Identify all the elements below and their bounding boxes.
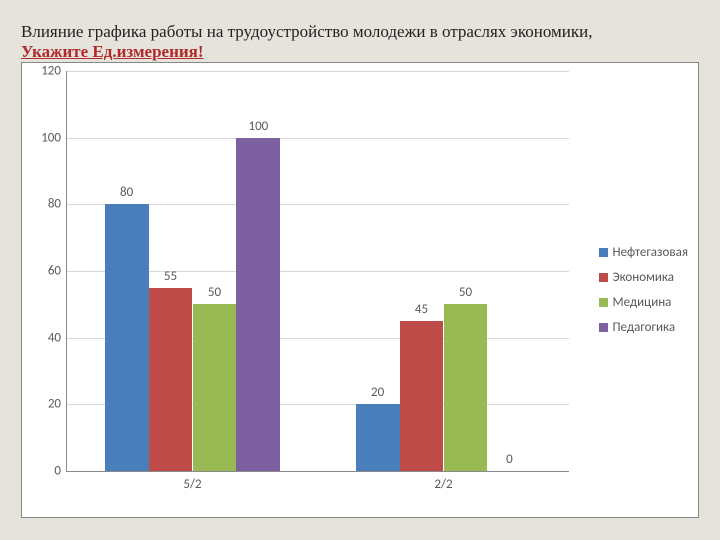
y-tick-label: 60 (48, 264, 61, 279)
legend-item: Нефтегазовая (599, 245, 688, 260)
slide: Влияние графика работы на трудоустройств… (0, 0, 720, 540)
legend-label: Медицина (612, 295, 671, 310)
title-line-2: Укажите Ед.измерения! (21, 42, 204, 61)
bar: 50 (444, 304, 488, 471)
bar: 55 (149, 288, 193, 471)
bar: 50 (193, 304, 237, 471)
bar-value-label: 55 (164, 269, 177, 284)
plot-area: 0204060801001205/28055501002/22045500 (66, 71, 569, 472)
legend-item: Педагогика (599, 320, 688, 335)
y-tick-label: 80 (48, 197, 61, 212)
legend-swatch (599, 248, 608, 257)
y-tick-label: 40 (48, 330, 61, 345)
bar: 80 (105, 204, 149, 471)
bar: 100 (236, 138, 280, 471)
bar-value-label: 50 (208, 285, 221, 300)
bar-value-label: 45 (415, 302, 428, 317)
bar-value-label: 50 (459, 285, 472, 300)
bar-value-label: 20 (371, 385, 384, 400)
legend-swatch (599, 273, 608, 282)
bar-value-label: 100 (248, 119, 268, 134)
legend-item: Экономика (599, 270, 688, 285)
y-tick-label: 100 (41, 130, 61, 145)
legend-swatch (599, 298, 608, 307)
bar: 20 (356, 404, 400, 471)
bar: 45 (400, 321, 444, 471)
gridline (67, 71, 569, 72)
legend-label: Педагогика (612, 320, 675, 335)
x-tick-label: 5/2 (183, 477, 201, 492)
y-tick-label: 120 (41, 64, 61, 79)
legend: Нефтегазовая Экономика Медицина Педагогика (599, 235, 688, 345)
legend-label: Экономика (612, 270, 674, 285)
chart-frame: 0204060801001205/28055501002/22045500 Не… (21, 62, 699, 518)
gridline (67, 138, 569, 139)
legend-item: Медицина (599, 295, 688, 310)
title-line-1: Влияние графика работы на трудоустройств… (21, 22, 592, 41)
y-tick-label: 0 (54, 464, 61, 479)
bar-value-label: 0 (506, 452, 513, 467)
legend-label: Нефтегазовая (612, 245, 688, 260)
chart-title: Влияние графика работы на трудоустройств… (21, 22, 691, 63)
legend-swatch (599, 323, 608, 332)
y-tick-label: 20 (48, 397, 61, 412)
x-tick-label: 2/2 (434, 477, 452, 492)
bar-value-label: 80 (120, 185, 133, 200)
